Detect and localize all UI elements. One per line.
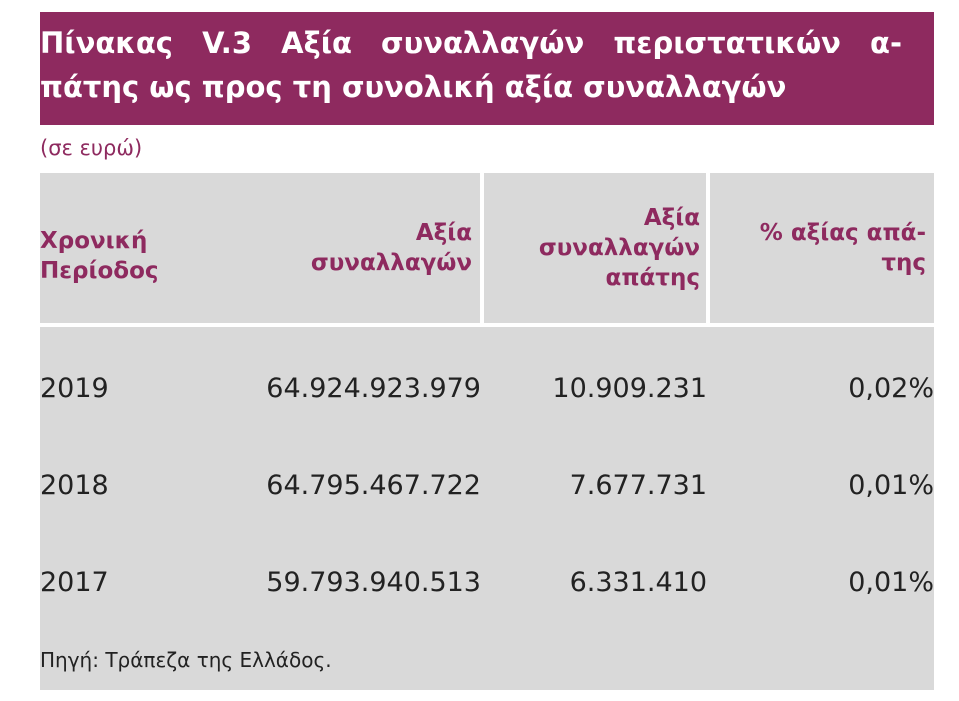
table-cell: 2017 [40, 567, 109, 598]
table-cell: 64.924.923.979 [266, 373, 481, 404]
header-line: συναλλαγών [538, 235, 700, 261]
row-separator [40, 323, 934, 327]
header-line: % αξίας απά- [759, 220, 926, 246]
title-line: Πίνακας V.3 Αξία συναλλαγών περιστατικών… [40, 26, 902, 60]
table-cell: 7.677.731 [569, 470, 707, 501]
table-cell: 2018 [40, 470, 109, 501]
header-line: απάτης [605, 265, 700, 291]
header-line: Περίοδος [40, 258, 159, 284]
table-cell: 10.909.231 [552, 373, 707, 404]
table-cell: 2019 [40, 373, 109, 404]
header-line: της [881, 250, 926, 276]
unit-note: (σε ευρώ) [40, 136, 143, 160]
table-cell: 6.331.410 [569, 567, 707, 598]
table-cell: 64.795.467.722 [266, 470, 481, 501]
table-cell: 59.793.940.513 [266, 567, 481, 598]
column-separator [480, 173, 484, 323]
column-separator [706, 173, 710, 323]
column-header: % αξίας απά-της [760, 218, 926, 278]
source-note: Πηγή: Τράπεζα της Ελλάδος. [40, 648, 332, 672]
header-line: συναλλαγών [310, 250, 472, 276]
header-line: Αξία [415, 220, 472, 246]
table: Πηγή: Τράπεζα της Ελλάδος. Χρονική Περίοδ… [40, 173, 934, 690]
header-line: Χρονική [40, 228, 148, 254]
title-line: πάτης ως προς τη συνολική αξία συναλλαγώ… [40, 70, 787, 104]
column-header: Χρονική Περίοδος [40, 226, 159, 286]
column-header: Αξία συναλλαγών απάτης [539, 203, 700, 293]
table-cell: 0,02% [848, 373, 934, 404]
title-banner: Πίνακας V.3 Αξία συναλλαγών περιστατικών… [40, 12, 934, 125]
table-cell: 0,01% [848, 567, 934, 598]
header-line: Αξία [643, 205, 700, 231]
table-cell: 0,01% [848, 470, 934, 501]
column-header: Αξία συναλλαγών [311, 218, 472, 278]
